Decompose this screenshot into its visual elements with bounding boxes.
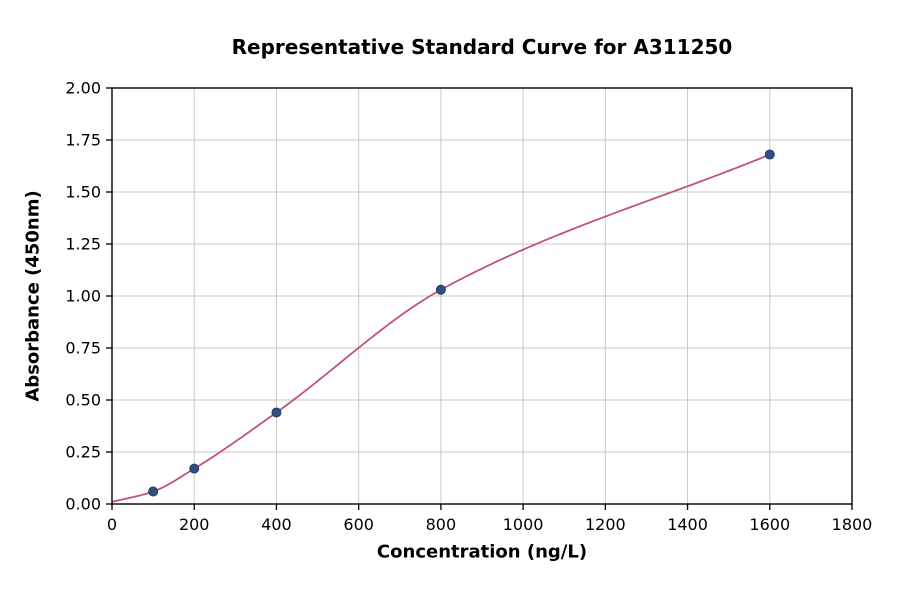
y-tick-label: 1.75	[65, 131, 101, 150]
y-tick-label: 0.50	[65, 391, 101, 410]
x-tick-label: 1400	[667, 515, 708, 534]
y-tick-label: 0.25	[65, 443, 101, 462]
y-tick-label: 0.75	[65, 339, 101, 358]
x-tick-label: 600	[343, 515, 374, 534]
data-point	[435, 284, 446, 295]
x-tick-label: 1200	[585, 515, 626, 534]
y-tick-label: 2.00	[65, 79, 101, 98]
y-axis-label: Absorbance (450nm)	[22, 190, 44, 402]
x-tick-label: 800	[426, 515, 457, 534]
data-point	[189, 463, 200, 474]
data-point	[271, 407, 282, 418]
x-tick-label: 1600	[749, 515, 790, 534]
data-point	[764, 149, 775, 160]
x-tick-label: 0	[107, 515, 117, 534]
data-point	[148, 486, 159, 497]
x-tick-label: 200	[179, 515, 210, 534]
x-axis-label: Concentration (ng/L)	[376, 541, 588, 563]
y-tick-label: 1.50	[65, 183, 101, 202]
x-tick-label: 1000	[503, 515, 544, 534]
x-tick-label: 1800	[832, 515, 873, 534]
y-tick-label: 0.00	[65, 495, 101, 514]
y-tick-label: 1.00	[65, 287, 101, 306]
y-tick-label: 1.25	[65, 235, 101, 254]
chart-title: Representative Standard Curve for A31125…	[231, 35, 733, 59]
x-tick-label: 400	[261, 515, 292, 534]
